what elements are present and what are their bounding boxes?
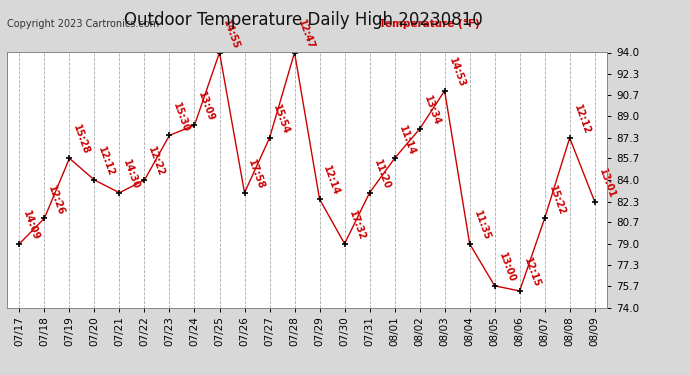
Text: 15:30: 15:30 [172, 101, 192, 134]
Text: 17:58: 17:58 [246, 158, 266, 191]
Text: 11:35: 11:35 [472, 209, 492, 242]
Text: 14:09: 14:09 [21, 209, 41, 242]
Text: 15:28: 15:28 [72, 124, 92, 156]
Text: 13:34: 13:34 [422, 94, 442, 127]
Text: 15:22: 15:22 [546, 184, 566, 216]
Text: 12:12: 12:12 [97, 146, 117, 178]
Text: 12:22: 12:22 [146, 146, 166, 178]
Text: Copyright 2023 Cartronics.com: Copyright 2023 Cartronics.com [7, 20, 159, 29]
Text: 14:55: 14:55 [221, 18, 242, 51]
Text: 13:09: 13:09 [197, 91, 217, 123]
Text: 12:26: 12:26 [46, 184, 66, 216]
Text: Temperature (°F): Temperature (°F) [379, 20, 480, 29]
Text: 12:14: 12:14 [322, 165, 342, 197]
Text: 15:54: 15:54 [272, 104, 292, 136]
Text: 14:30: 14:30 [121, 158, 141, 191]
Text: 11:20: 11:20 [372, 158, 392, 191]
Text: Outdoor Temperature Daily High 20230810: Outdoor Temperature Daily High 20230810 [124, 11, 483, 29]
Text: 12:12: 12:12 [572, 104, 592, 136]
Text: 12:15: 12:15 [522, 256, 542, 289]
Text: 11:14: 11:14 [397, 124, 417, 156]
Text: 13:01: 13:01 [597, 167, 617, 200]
Text: 12:47: 12:47 [297, 18, 317, 51]
Text: 17:32: 17:32 [346, 209, 366, 242]
Text: 13:00: 13:00 [497, 251, 517, 284]
Text: 14:53: 14:53 [446, 56, 466, 89]
